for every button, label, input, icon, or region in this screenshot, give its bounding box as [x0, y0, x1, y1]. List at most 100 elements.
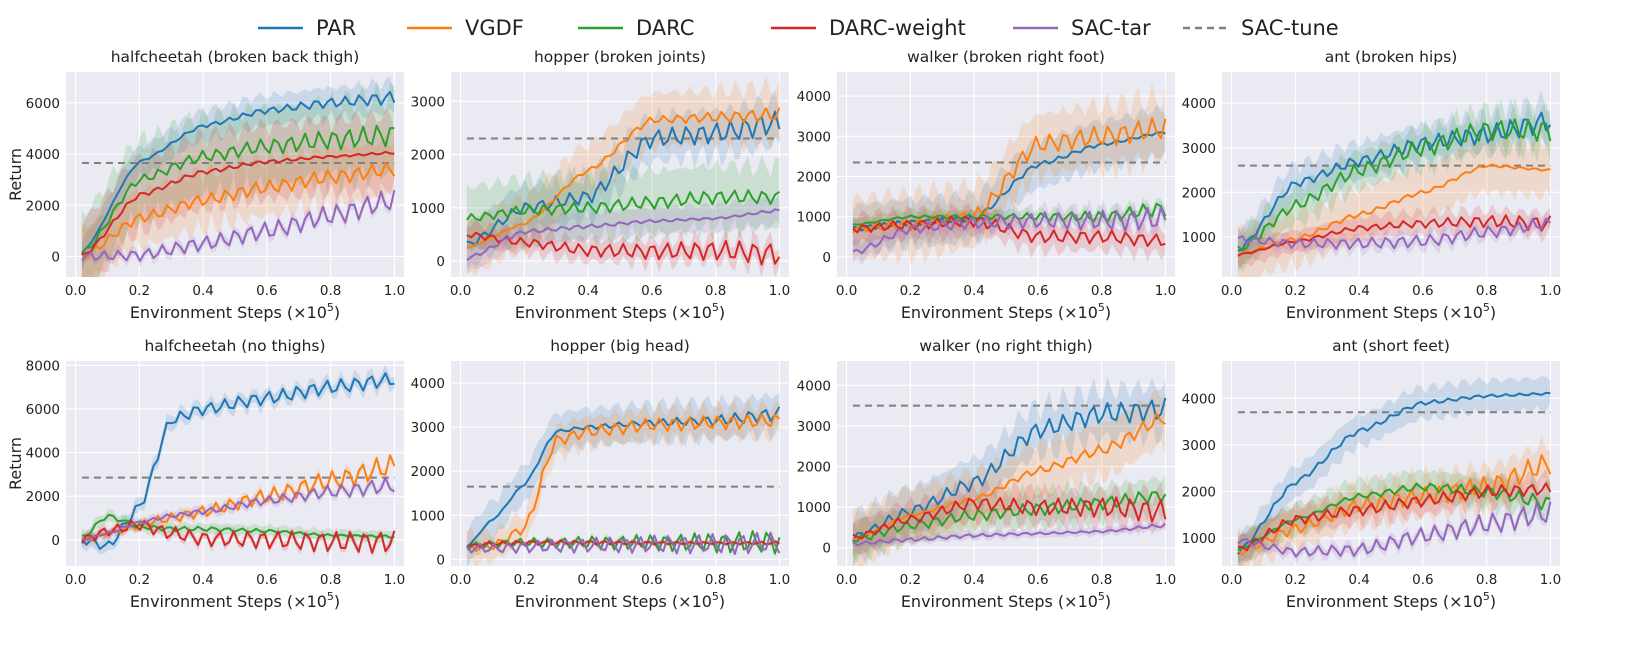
x-axis-label-main: Environment Steps (×10 [515, 303, 712, 322]
x-tick-label: 0.8 [1091, 572, 1112, 588]
y-tick-label: 2000 [1182, 484, 1216, 500]
x-axis-label: Environment Steps (×105) [1286, 590, 1496, 611]
x-tick-label: 0.8 [1476, 283, 1497, 299]
y-tick-label: 2000 [411, 464, 445, 480]
series-band-sac-tar [81, 473, 395, 544]
x-tick-label: 0.4 [1348, 283, 1369, 299]
y-tick-label: 8000 [26, 358, 60, 374]
series-line-darc-weight [1237, 214, 1552, 257]
x-tick-label: 0.2 [514, 572, 535, 588]
x-axis-label-close: ) [334, 303, 340, 322]
x-tick-label: 1.0 [1540, 572, 1561, 588]
subplot: 0.0 0.2 0.4 0.6 0.8 1.0 0 2000 4000 6000 halfcheet… [6, 48, 405, 322]
y-tick-label: 4000 [1182, 391, 1216, 407]
series-line-vgdf [81, 454, 396, 542]
series-band-sac-tar [466, 195, 780, 274]
x-axis-label-exp: 5 [712, 590, 719, 603]
series-band-darc-weight [1237, 203, 1551, 269]
x-tick-label: 0.8 [1476, 572, 1497, 588]
x-tick-label: 0.4 [963, 283, 984, 299]
x-axis-label-close: ) [719, 303, 725, 322]
x-tick-label: 0.4 [192, 572, 213, 588]
x-axis-label-main: Environment Steps (×10 [901, 303, 1098, 322]
x-axis-label-close: ) [1490, 303, 1496, 322]
series-group [1237, 376, 1552, 566]
y-tick-label: 0 [822, 250, 831, 266]
x-axis-label: Environment Steps (×105) [130, 590, 340, 611]
series-line-darc-weight [466, 539, 780, 549]
x-tick-label: 0.2 [1285, 283, 1306, 299]
x-tick-label: 0.2 [1285, 572, 1306, 588]
x-axis-label: Environment Steps (×105) [130, 301, 340, 322]
series-line-vgdf [466, 413, 781, 552]
subplot-title: walker (no right thigh) [919, 337, 1092, 355]
y-tick-label: 6000 [26, 402, 60, 418]
series-line-sac-tar [81, 476, 395, 541]
x-axis-label-close: ) [1490, 592, 1496, 611]
x-tick-label: 0.4 [192, 283, 213, 299]
legend-label: VGDF [465, 16, 524, 40]
series-band-par [81, 364, 395, 555]
x-axis-label-close: ) [1105, 592, 1111, 611]
series-group [852, 376, 1167, 566]
x-axis-label-exp: 5 [1483, 301, 1490, 314]
series-band-par [466, 392, 780, 566]
series-band-darc-weight [466, 219, 780, 277]
series-line-vgdf [1237, 454, 1552, 556]
x-tick-label: 0.4 [577, 283, 598, 299]
x-axis-label-exp: 5 [327, 590, 334, 603]
series-band-darc [1237, 469, 1551, 566]
x-tick-label: 1.0 [1540, 283, 1561, 299]
series-line-par [81, 372, 395, 550]
x-tick-label: 1.0 [1155, 572, 1176, 588]
x-axis-label-main: Environment Steps (×10 [130, 592, 327, 611]
panels: 0.0 0.2 0.4 0.6 0.8 1.0 0 2000 4000 6000 halfcheet… [6, 48, 1561, 611]
series-line-par [81, 90, 396, 254]
legend-item: VGDF [407, 16, 524, 40]
subplot-title: walker (broken right foot) [907, 48, 1105, 66]
plot-area [451, 361, 789, 566]
subplot: 0.0 0.2 0.4 0.6 0.8 1.0 0 2000 4000 6000 8000 halfc… [6, 337, 405, 611]
x-axis-label: Environment Steps (×105) [901, 590, 1111, 611]
subplot-title: hopper (broken joints) [534, 48, 706, 66]
y-tick-label: 4000 [797, 378, 831, 394]
y-tick-label: 6000 [26, 96, 60, 112]
subplot-title: halfcheetah (broken back thigh) [111, 48, 360, 66]
subplot-title: ant (broken hips) [1325, 48, 1458, 66]
series-band-darc [466, 154, 780, 252]
y-tick-label: 3000 [411, 94, 445, 110]
x-tick-label: 0.6 [256, 572, 277, 588]
y-tick-label: 4000 [26, 446, 60, 462]
series-line-darc [466, 530, 781, 555]
y-tick-label: 3000 [797, 419, 831, 435]
x-tick-label: 0.0 [836, 283, 857, 299]
series-band-darc [81, 79, 395, 277]
series-band-par [466, 89, 780, 268]
series-line-par [852, 397, 1167, 542]
subplot-title: halfcheetah (no thighs) [144, 337, 325, 355]
series-line-sac-tar [852, 522, 1167, 547]
x-axis-label-exp: 5 [712, 301, 719, 314]
y-tick-label: 3000 [1182, 141, 1216, 157]
subplot: 0.0 0.2 0.4 0.6 0.8 1.0 1000 2000 3000 4000 ant (s… [1182, 337, 1562, 611]
subplot: 0.0 0.2 0.4 0.6 0.8 1.0 0 1000 2000 3000 4000 walke… [797, 48, 1177, 322]
series-line-darc [852, 202, 1167, 226]
series-line-par [1237, 391, 1551, 555]
series-line-vgdf [1237, 163, 1551, 258]
legend-item: SAC-tune [1183, 16, 1339, 40]
y-tick-label: 2000 [411, 148, 445, 164]
legend-item: SAC-tar [1013, 16, 1151, 40]
series-band-darc [466, 529, 780, 557]
x-axis-label-close: ) [1105, 303, 1111, 322]
series-line-darc-weight [852, 496, 1167, 540]
x-axis-label-close: ) [334, 592, 340, 611]
legend-item: DARC [578, 16, 694, 40]
series-group [466, 76, 781, 277]
series-line-sac-tar [81, 190, 396, 262]
x-tick-label: 0.2 [900, 283, 921, 299]
series-line-par [1237, 111, 1552, 252]
subplot: 0.0 0.2 0.4 0.6 0.8 1.0 0 1000 2000 3000 4000 walke… [797, 337, 1177, 611]
legend-label: PAR [316, 16, 356, 40]
subplot-title: hopper (big head) [550, 337, 690, 355]
series-line-par [466, 110, 781, 247]
